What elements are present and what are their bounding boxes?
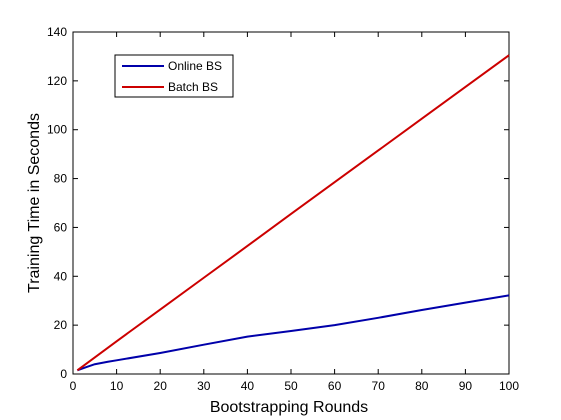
y-tick-label: 100 — [47, 123, 67, 137]
y-axis-title: Training Time in Seconds — [26, 113, 43, 293]
y-tick-label: 40 — [54, 269, 68, 283]
x-axis-title: Bootstrapping Rounds — [210, 399, 368, 416]
y-axis: 0 20 40 60 80 100 120 140 — [47, 25, 509, 381]
x-tick-label: 0 — [70, 379, 77, 393]
legend-box — [114, 54, 234, 98]
y-tick-label: 0 — [60, 367, 67, 381]
x-tick-label: 90 — [459, 379, 473, 393]
y-tick-label: 60 — [54, 220, 68, 234]
series-layer — [76, 54, 510, 372]
series-line-batch-bs — [76, 54, 510, 372]
x-tick-label: 30 — [197, 379, 211, 393]
y-tick-label: 20 — [54, 318, 68, 332]
legend-label-online-bs: Online BS — [168, 59, 222, 73]
x-tick-label: 10 — [110, 379, 124, 393]
x-axis: 0 10 20 30 40 50 60 70 80 90 100 — [70, 32, 519, 393]
x-tick-label: 100 — [499, 379, 519, 393]
y-tick-label: 120 — [47, 74, 67, 88]
legend: Online BS Batch BS — [114, 54, 234, 98]
y-tick-label: 80 — [54, 172, 68, 186]
x-tick-label: 80 — [415, 379, 429, 393]
x-tick-label: 20 — [154, 379, 168, 393]
x-tick-label: 60 — [328, 379, 342, 393]
legend-label-batch-bs: Batch BS — [168, 80, 218, 94]
series-line-online-bs — [77, 294, 510, 372]
y-tick-label: 140 — [47, 25, 67, 39]
x-tick-label: 70 — [372, 379, 386, 393]
x-tick-label: 50 — [284, 379, 298, 393]
x-tick-label: 40 — [241, 379, 255, 393]
